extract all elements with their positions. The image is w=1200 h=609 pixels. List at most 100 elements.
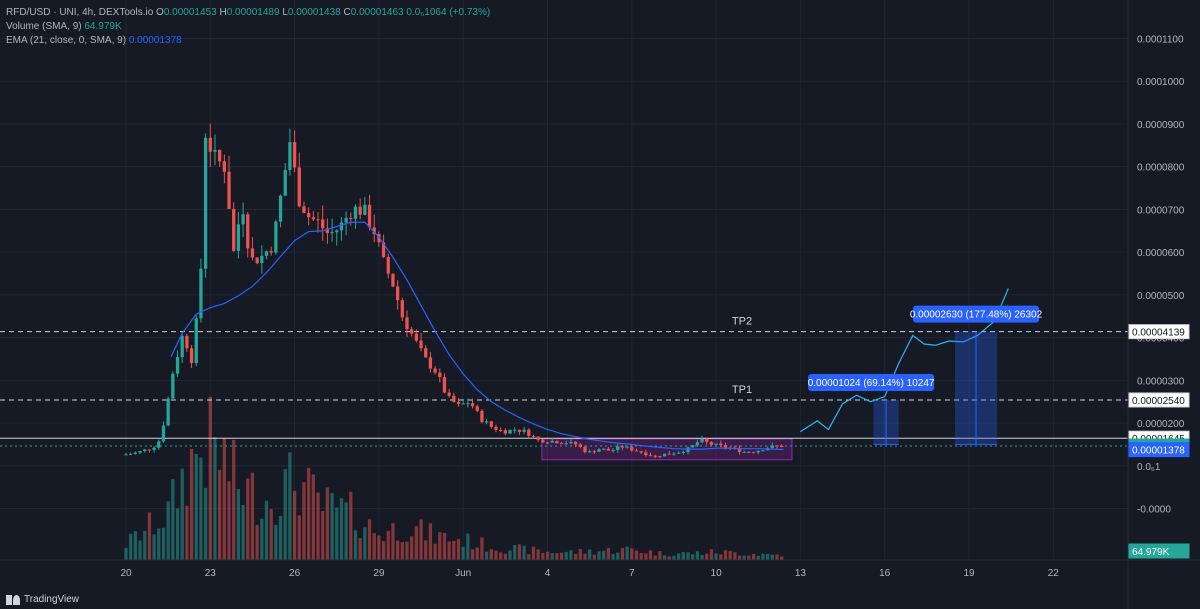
candle-body — [578, 444, 582, 447]
volume-bar — [503, 553, 507, 560]
volume-bar — [639, 552, 643, 560]
candle-body — [133, 452, 138, 454]
candle-body — [185, 335, 189, 349]
volume-bar — [470, 549, 475, 560]
accumulation-zone — [541, 438, 793, 461]
candle-body — [391, 273, 395, 287]
candle-body — [161, 425, 166, 442]
candle-body — [536, 436, 540, 440]
ema-label: EMA (21, close, 0, SMA, 9) — [6, 35, 127, 46]
candle-body — [339, 222, 344, 231]
volume-bar — [517, 544, 522, 560]
candle-body — [143, 449, 147, 451]
price-marker-box — [1128, 543, 1190, 559]
volume-bar — [372, 533, 376, 560]
candle-body — [236, 224, 241, 251]
open-label: O — [156, 7, 164, 18]
candle-body — [592, 451, 596, 453]
candle-body — [218, 149, 222, 162]
chart-grid — [0, 0, 1128, 560]
projection-line — [800, 288, 1009, 433]
volume-bar — [302, 482, 306, 560]
candle-body — [681, 452, 685, 454]
candle-body — [321, 219, 325, 229]
candle-body — [288, 142, 292, 170]
candle-body — [705, 438, 709, 442]
candle-body — [358, 206, 362, 215]
candle-body — [503, 430, 507, 434]
candle-body — [639, 451, 643, 453]
volume-bar — [288, 452, 292, 560]
candle-body — [531, 435, 536, 437]
time-tick-label: Jun — [455, 568, 471, 579]
price-marker-box — [1128, 324, 1190, 340]
volume-bar — [588, 549, 592, 560]
volume-bar — [494, 550, 498, 560]
candle-body — [737, 447, 742, 452]
candle-body — [222, 161, 226, 172]
volume-bar — [751, 553, 756, 560]
volume-bar — [171, 479, 175, 560]
candle-body — [311, 217, 315, 220]
price-tick-label: 0.0000900 — [1137, 120, 1185, 131]
price-marker-label: 64.979K — [1132, 547, 1170, 558]
level-label: TP1 — [732, 384, 752, 396]
candle-body — [672, 453, 676, 455]
candle-body — [269, 251, 273, 253]
volume-bar — [508, 550, 512, 560]
change-value: 0.0₆1064 (+0.73%) — [406, 7, 491, 18]
candle-body — [602, 448, 606, 450]
volume-bar — [658, 551, 662, 560]
volume-bar — [405, 541, 409, 560]
candle-body — [203, 137, 208, 269]
candle-body — [480, 410, 484, 422]
candle-body — [227, 171, 231, 209]
volume-bar — [592, 554, 596, 560]
candle-body — [761, 450, 765, 452]
volume-bar — [695, 551, 700, 560]
candle-body — [653, 455, 657, 457]
candle-body — [152, 447, 156, 450]
candle-body — [405, 317, 409, 330]
candle-body — [634, 450, 639, 452]
volume-bar — [466, 533, 470, 560]
candle-body — [250, 248, 255, 258]
candle-body — [381, 242, 386, 258]
volume-bar — [686, 552, 690, 560]
volume-value: 64.979K — [84, 21, 122, 32]
volume-bar — [180, 468, 184, 560]
volume-bar — [452, 540, 456, 560]
candle-body — [349, 217, 353, 219]
volume-bar — [227, 481, 231, 560]
candle-body — [588, 451, 592, 453]
volume-bar — [456, 538, 461, 560]
volume-bar — [733, 552, 737, 560]
candle-body — [278, 195, 283, 222]
candle-body — [489, 421, 493, 427]
close-label: C — [343, 7, 351, 18]
volume-bar — [606, 547, 611, 560]
volume-bar — [410, 536, 414, 560]
candle-body — [484, 421, 489, 423]
volume-bar — [499, 552, 503, 560]
volume-bar — [756, 555, 760, 560]
volume-bar — [531, 546, 536, 560]
candle-body — [719, 443, 723, 445]
volume-bar — [316, 492, 320, 560]
candle-body — [395, 286, 400, 301]
candle-body — [756, 450, 760, 453]
volume-bar — [222, 437, 226, 560]
volume-bar — [175, 508, 180, 560]
ema-line — [170, 221, 784, 451]
volume-bar — [667, 556, 671, 560]
volume-bar — [700, 554, 704, 560]
candle-body — [372, 227, 376, 235]
candle-body — [564, 443, 568, 445]
time-tick-label: 16 — [879, 568, 891, 579]
candle-body — [616, 446, 620, 451]
volume-bar — [278, 516, 283, 560]
candle-body — [255, 257, 259, 264]
candle-body — [466, 403, 470, 405]
price-tick-label: 0.0000300 — [1137, 376, 1185, 387]
